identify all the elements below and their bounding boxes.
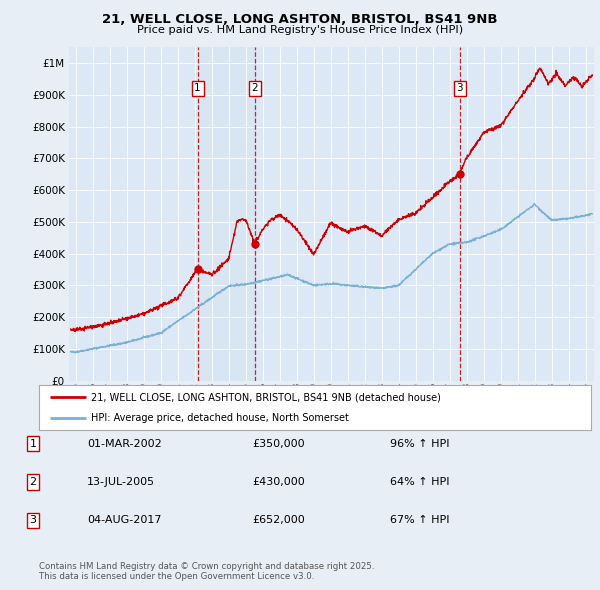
Text: Contains HM Land Registry data © Crown copyright and database right 2025.
This d: Contains HM Land Registry data © Crown c… [39, 562, 374, 581]
Text: 2: 2 [251, 83, 258, 93]
Text: 01-MAR-2002: 01-MAR-2002 [87, 439, 162, 448]
Text: 04-AUG-2017: 04-AUG-2017 [87, 516, 161, 525]
Text: 67% ↑ HPI: 67% ↑ HPI [390, 516, 449, 525]
Text: 64% ↑ HPI: 64% ↑ HPI [390, 477, 449, 487]
Text: 13-JUL-2005: 13-JUL-2005 [87, 477, 155, 487]
Text: HPI: Average price, detached house, North Somerset: HPI: Average price, detached house, Nort… [91, 414, 349, 424]
Text: 3: 3 [456, 83, 463, 93]
Text: 3: 3 [29, 516, 37, 525]
Text: £350,000: £350,000 [252, 439, 305, 448]
Text: 21, WELL CLOSE, LONG ASHTON, BRISTOL, BS41 9NB: 21, WELL CLOSE, LONG ASHTON, BRISTOL, BS… [102, 13, 498, 26]
Text: 1: 1 [194, 83, 201, 93]
Text: 21, WELL CLOSE, LONG ASHTON, BRISTOL, BS41 9NB (detached house): 21, WELL CLOSE, LONG ASHTON, BRISTOL, BS… [91, 392, 442, 402]
Text: £652,000: £652,000 [252, 516, 305, 525]
Text: 96% ↑ HPI: 96% ↑ HPI [390, 439, 449, 448]
Text: Price paid vs. HM Land Registry's House Price Index (HPI): Price paid vs. HM Land Registry's House … [137, 25, 463, 35]
Text: £430,000: £430,000 [252, 477, 305, 487]
Bar [197, 47, 255, 381]
Text: 1: 1 [29, 439, 37, 448]
Text: 2: 2 [29, 477, 37, 487]
